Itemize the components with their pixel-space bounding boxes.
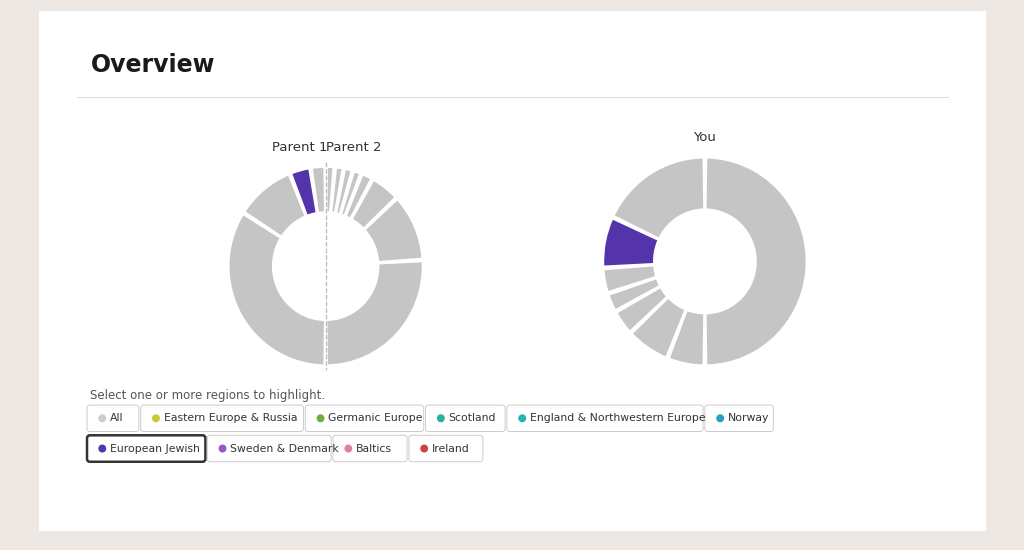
Wedge shape <box>603 265 656 292</box>
Wedge shape <box>327 167 334 212</box>
Circle shape <box>99 446 105 452</box>
Text: Norway: Norway <box>728 413 769 424</box>
Text: England & Northwestern Europe: England & Northwestern Europe <box>530 413 706 424</box>
FancyBboxPatch shape <box>507 405 703 432</box>
Wedge shape <box>245 174 305 236</box>
Text: Parent 2: Parent 2 <box>326 141 381 153</box>
Wedge shape <box>365 199 423 262</box>
Text: You: You <box>693 131 717 144</box>
FancyBboxPatch shape <box>305 405 424 432</box>
Text: Germanic Europe: Germanic Europe <box>329 413 423 424</box>
Wedge shape <box>632 298 685 358</box>
Wedge shape <box>613 157 705 239</box>
FancyBboxPatch shape <box>409 435 483 462</box>
FancyBboxPatch shape <box>87 435 206 462</box>
FancyBboxPatch shape <box>30 6 995 536</box>
Text: Parent 1: Parent 1 <box>272 141 328 153</box>
Wedge shape <box>291 168 316 216</box>
Text: Scotland: Scotland <box>449 413 497 424</box>
Circle shape <box>345 446 351 452</box>
Text: Ireland: Ireland <box>432 443 470 454</box>
Text: Eastern Europe & Russia: Eastern Europe & Russia <box>164 413 297 424</box>
Circle shape <box>437 415 444 422</box>
Wedge shape <box>351 180 395 229</box>
FancyBboxPatch shape <box>426 405 505 432</box>
Text: Overview: Overview <box>91 53 215 76</box>
Wedge shape <box>608 278 660 310</box>
FancyBboxPatch shape <box>87 405 139 432</box>
Wedge shape <box>336 169 351 214</box>
Text: European Jewish: European Jewish <box>111 443 200 454</box>
Text: Select one or more regions to highlight.: Select one or more regions to highlight. <box>90 389 325 402</box>
Circle shape <box>99 415 105 422</box>
Text: All: All <box>111 413 124 424</box>
Circle shape <box>219 446 225 452</box>
FancyBboxPatch shape <box>333 435 408 462</box>
Wedge shape <box>616 287 668 332</box>
FancyBboxPatch shape <box>705 405 773 432</box>
Wedge shape <box>603 218 658 267</box>
Circle shape <box>717 415 723 422</box>
Circle shape <box>421 446 427 452</box>
FancyBboxPatch shape <box>140 405 303 432</box>
Wedge shape <box>311 167 325 213</box>
Wedge shape <box>346 174 372 218</box>
Circle shape <box>317 415 324 422</box>
Wedge shape <box>332 168 343 213</box>
Text: Baltics: Baltics <box>356 443 392 454</box>
Wedge shape <box>327 261 423 365</box>
Wedge shape <box>706 157 807 365</box>
Circle shape <box>519 415 525 422</box>
Wedge shape <box>228 214 325 365</box>
Circle shape <box>153 415 159 422</box>
Wedge shape <box>669 310 705 365</box>
Wedge shape <box>341 171 360 216</box>
Text: Sweden & Denmark: Sweden & Denmark <box>230 443 339 454</box>
FancyBboxPatch shape <box>207 435 331 462</box>
